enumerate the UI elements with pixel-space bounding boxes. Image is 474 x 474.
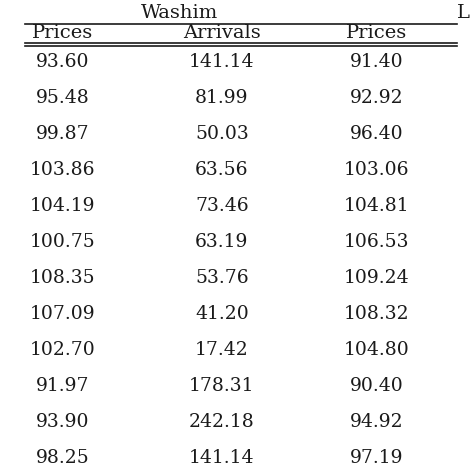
Text: 90.40: 90.40: [350, 377, 404, 395]
Text: 106.53: 106.53: [344, 233, 410, 251]
Text: 81.99: 81.99: [195, 89, 249, 107]
Text: 98.25: 98.25: [36, 449, 89, 467]
Text: Washim: Washim: [141, 4, 219, 22]
Text: 91.97: 91.97: [36, 377, 89, 395]
Text: 99.87: 99.87: [36, 125, 89, 143]
Text: 93.90: 93.90: [36, 413, 89, 431]
Text: 73.46: 73.46: [195, 197, 249, 215]
Text: Prices: Prices: [32, 25, 93, 43]
Text: 92.92: 92.92: [350, 89, 403, 107]
Text: 103.86: 103.86: [30, 161, 95, 179]
Text: 100.75: 100.75: [29, 233, 95, 251]
Text: 103.06: 103.06: [344, 161, 410, 179]
Text: 178.31: 178.31: [189, 377, 255, 395]
Text: 53.76: 53.76: [195, 269, 249, 287]
Text: 141.14: 141.14: [189, 53, 255, 71]
Text: 102.70: 102.70: [29, 341, 95, 359]
Text: 104.81: 104.81: [344, 197, 410, 215]
Text: L: L: [456, 4, 470, 22]
Text: 95.48: 95.48: [36, 89, 89, 107]
Text: 107.09: 107.09: [29, 305, 95, 323]
Text: 63.19: 63.19: [195, 233, 249, 251]
Text: 109.24: 109.24: [344, 269, 410, 287]
Text: Prices: Prices: [346, 25, 408, 43]
Text: 104.19: 104.19: [30, 197, 95, 215]
Text: 141.14: 141.14: [189, 449, 255, 467]
Text: 104.80: 104.80: [344, 341, 410, 359]
Text: 91.40: 91.40: [350, 53, 403, 71]
Text: 97.19: 97.19: [350, 449, 403, 467]
Text: 93.60: 93.60: [36, 53, 89, 71]
Text: 41.20: 41.20: [195, 305, 249, 323]
Text: 242.18: 242.18: [189, 413, 255, 431]
Text: Arrivals: Arrivals: [183, 25, 261, 43]
Text: 17.42: 17.42: [195, 341, 249, 359]
Text: 108.32: 108.32: [344, 305, 410, 323]
Text: 63.56: 63.56: [195, 161, 249, 179]
Text: 50.03: 50.03: [195, 125, 249, 143]
Text: 96.40: 96.40: [350, 125, 403, 143]
Text: 108.35: 108.35: [29, 269, 95, 287]
Text: 94.92: 94.92: [350, 413, 403, 431]
